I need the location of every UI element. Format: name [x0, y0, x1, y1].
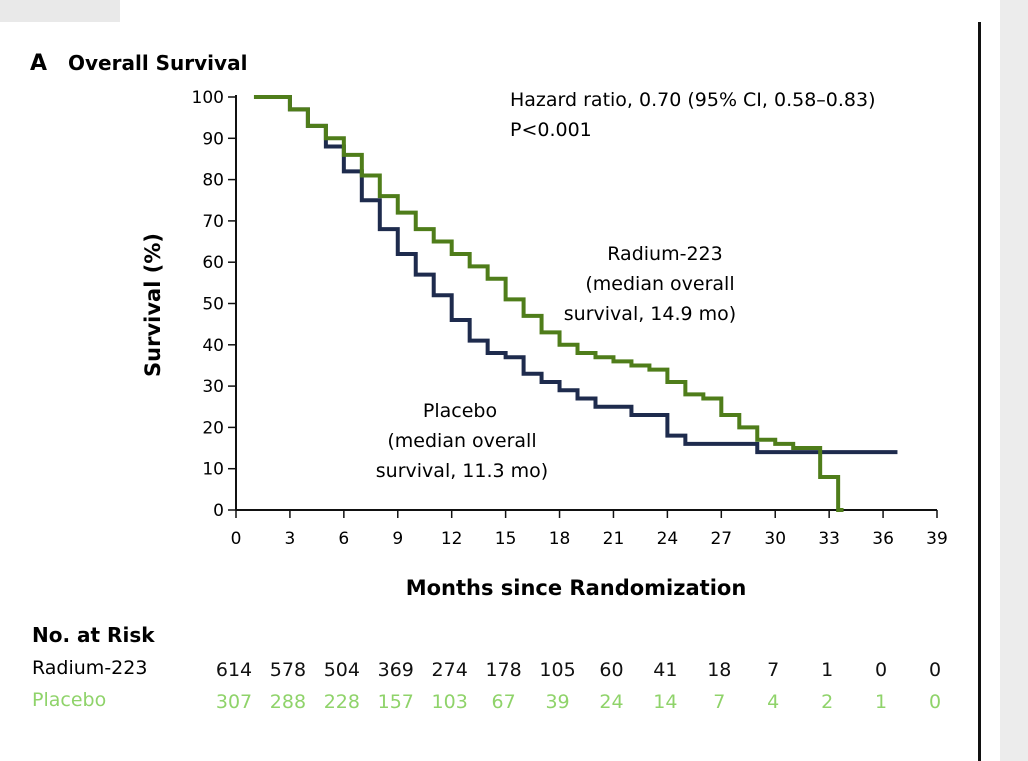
- risk-value-placebo: 39: [545, 691, 569, 713]
- y-tick-label: 80: [202, 171, 224, 191]
- risk-row-label: Radium-223: [32, 657, 147, 679]
- panel-letter: A: [30, 51, 47, 76]
- placebo-curve: [253, 95, 898, 455]
- risk-value-radium-223: 369: [378, 659, 414, 681]
- risk-value-radium-223: 178: [485, 659, 521, 681]
- risk-value-placebo: 307: [216, 691, 252, 713]
- risk-value-radium-223: 18: [707, 659, 731, 681]
- risk-value-radium-223: 7: [767, 659, 779, 681]
- y-tick-label: 100: [192, 88, 224, 108]
- x-tick-label: 0: [231, 529, 242, 549]
- x-tick-label: 6: [338, 529, 349, 549]
- y-tick-label: 20: [202, 418, 224, 438]
- risk-value-placebo: 288: [270, 691, 306, 713]
- risk-value-placebo: 228: [324, 691, 360, 713]
- risk-value-placebo: 0: [929, 691, 941, 713]
- hazard-ratio-text: Hazard ratio, 0.70 (95% CI, 0.58–0.83): [510, 89, 876, 111]
- background-strip: [0, 0, 120, 22]
- risk-value-radium-223: 60: [599, 659, 623, 681]
- x-tick-label: 39: [926, 529, 948, 549]
- risk-value-placebo: 67: [492, 691, 516, 713]
- chart-title: Overall Survival: [68, 51, 247, 75]
- x-tick-label: 3: [285, 529, 296, 549]
- risk-value-radium-223: 504: [324, 659, 360, 681]
- background-strip: [1000, 0, 1028, 761]
- radium-label-line: Radium-223: [607, 243, 722, 265]
- y-axis-title: Survival (%): [141, 233, 165, 377]
- survival-curves: [253, 95, 898, 512]
- risk-value-placebo: 4: [767, 691, 779, 713]
- risk-value-placebo: 2: [821, 691, 833, 713]
- p-value-text: P<0.001: [510, 119, 592, 141]
- x-tick-label: 18: [549, 529, 571, 549]
- page-border-rule: [978, 22, 981, 761]
- x-tick-label: 27: [710, 529, 732, 549]
- y-tick-label: 50: [202, 295, 224, 315]
- risk-value-radium-223: 578: [270, 659, 306, 681]
- y-tick-label: 0: [213, 501, 224, 521]
- risk-value-radium-223: 0: [875, 659, 887, 681]
- placebo-label-line: (median overall: [387, 430, 536, 452]
- risk-value-placebo: 103: [432, 691, 468, 713]
- x-axis-title: Months since Randomization: [406, 576, 747, 600]
- y-tick-label: 70: [202, 212, 224, 232]
- y-tick-label: 90: [202, 129, 224, 149]
- y-tick-label: 60: [202, 253, 224, 273]
- risk-value-radium-223: 274: [432, 659, 468, 681]
- placebo-label-line: Placebo: [423, 400, 497, 422]
- x-tick-label: 12: [441, 529, 463, 549]
- risk-value-radium-223: 1: [821, 659, 833, 681]
- placebo-label-line: survival, 11.3 mo): [376, 460, 548, 482]
- risk-value-placebo: 1: [875, 691, 887, 713]
- risk-table-heading: No. at Risk: [32, 623, 155, 647]
- y-tick-label: 40: [202, 336, 224, 356]
- y-tick-label: 10: [202, 460, 224, 480]
- x-tick-label: 24: [657, 529, 679, 549]
- risk-value-placebo: 7: [713, 691, 725, 713]
- x-tick-label: 15: [495, 529, 517, 549]
- y-tick-label: 30: [202, 377, 224, 397]
- risk-row-label: Placebo: [32, 689, 106, 711]
- risk-value-placebo: 24: [599, 691, 623, 713]
- risk-value-radium-223: 105: [539, 659, 575, 681]
- x-tick-label: 36: [872, 529, 894, 549]
- risk-value-placebo: 157: [378, 691, 414, 713]
- x-tick-label: 9: [392, 529, 403, 549]
- radium-223-curve: [253, 95, 844, 512]
- x-tick-label: 21: [603, 529, 625, 549]
- risk-value-radium-223: 41: [653, 659, 677, 681]
- x-tick-label: 33: [818, 529, 840, 549]
- risk-value-placebo: 14: [653, 691, 677, 713]
- risk-value-radium-223: 0: [929, 659, 941, 681]
- risk-value-radium-223: 614: [216, 659, 252, 681]
- radium-label-line: (median overall: [585, 273, 734, 295]
- radium-label-line: survival, 14.9 mo): [564, 303, 736, 325]
- x-tick-label: 30: [764, 529, 786, 549]
